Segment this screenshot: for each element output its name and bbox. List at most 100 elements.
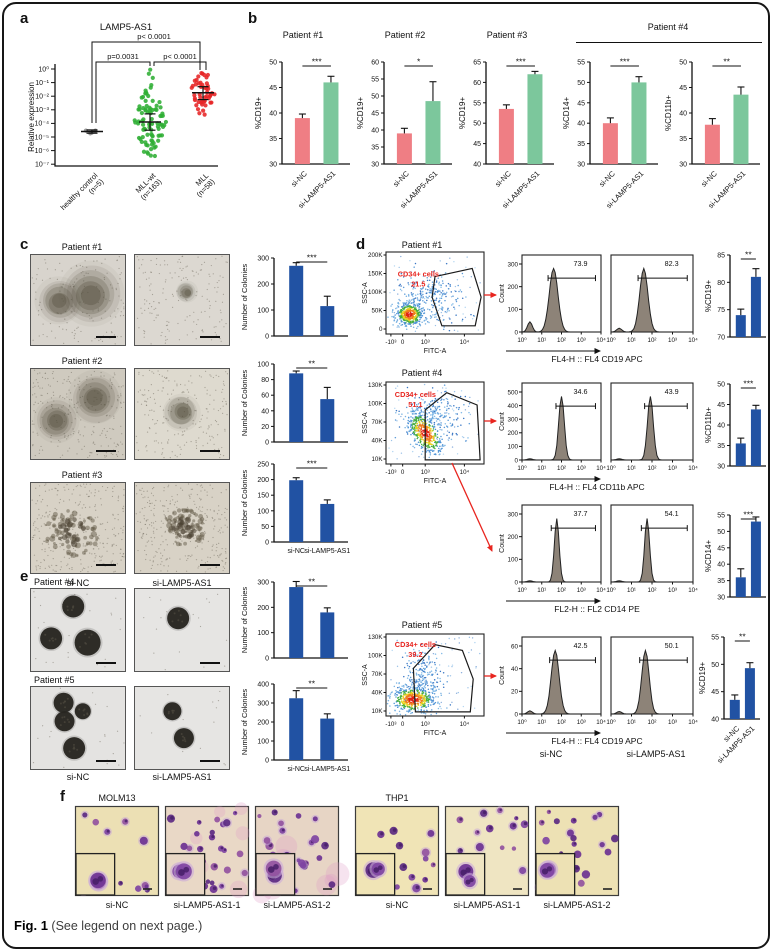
svg-text:30: 30 (371, 162, 379, 169)
svg-text:**: ** (308, 359, 315, 369)
svg-text:10³: 10³ (421, 721, 430, 728)
svg-text:10²: 10² (648, 465, 657, 472)
svg-text:200: 200 (507, 430, 518, 437)
svg-text:35: 35 (717, 443, 725, 450)
svg-text:10³: 10³ (421, 339, 430, 346)
svg-text:100: 100 (257, 630, 269, 637)
svg-text:%CD11b+: %CD11b+ (664, 95, 673, 131)
svg-text:si-NC: si-NC (287, 766, 305, 773)
svg-text:FITC-A: FITC-A (424, 730, 447, 737)
svg-text:-10³: -10³ (385, 721, 396, 728)
smear-image-thp1-sinc (354, 805, 440, 897)
f-caption-t2: si-LAMP5-AS1-1 (453, 900, 521, 910)
svg-text:37.7: 37.7 (573, 509, 587, 518)
d-patient5-title: Patient #5 (401, 620, 443, 630)
svg-text:10²: 10² (557, 719, 566, 726)
f-caption-m2: si-LAMP5-AS1-1 (173, 900, 241, 910)
svg-text:0: 0 (265, 656, 269, 663)
svg-text:10²: 10² (648, 719, 657, 726)
svg-text:40: 40 (679, 111, 687, 118)
svg-text:p=0.0031: p=0.0031 (107, 52, 139, 61)
d-row3-axis-label: FL2-H :: FL2 CD14 PE (554, 604, 640, 614)
svg-text:0: 0 (401, 721, 405, 728)
svg-text:45: 45 (577, 100, 585, 107)
svg-text:34.6: 34.6 (573, 387, 587, 396)
colony-image-p1-silamp5 (134, 254, 230, 346)
svg-text:35: 35 (679, 136, 687, 143)
svg-text:43.9: 43.9 (665, 387, 679, 396)
svg-text:p< 0.0001: p< 0.0001 (137, 32, 171, 41)
svg-text:10⁰: 10⁰ (606, 587, 616, 594)
svg-text:MLL(n=58): MLL(n=58) (189, 171, 217, 199)
svg-text:50: 50 (717, 382, 725, 389)
svg-text:10⁴: 10⁴ (460, 721, 470, 728)
svg-text:Count: Count (499, 412, 506, 431)
svg-text:10K: 10K (371, 708, 383, 715)
d-patient4-title: Patient #4 (401, 368, 443, 378)
svg-text:10⁰: 10⁰ (517, 465, 527, 472)
svg-text:10⁰: 10⁰ (38, 65, 49, 73)
svg-text:39.2: 39.2 (408, 650, 422, 659)
p5-flow-scatter: SSC-A 130K 100K 70K 40K 10K-10³ 0 10³ 10⁴ FITC-A C… (362, 633, 485, 737)
svg-text:100: 100 (257, 362, 269, 369)
svg-text:si-NC: si-NC (287, 548, 305, 555)
svg-text:45: 45 (717, 402, 725, 409)
svg-text:10²: 10² (648, 337, 657, 344)
svg-text:%CD19+: %CD19+ (356, 97, 365, 130)
svg-text:40: 40 (261, 408, 269, 415)
svg-text:0: 0 (265, 540, 269, 547)
svg-text:10⁻⁷: 10⁻⁷ (35, 162, 49, 169)
svg-text:35: 35 (371, 145, 379, 152)
svg-text:40K: 40K (371, 438, 383, 445)
svg-text:50K: 50K (371, 308, 383, 315)
svg-text:70K: 70K (371, 671, 383, 678)
e-patient4-title: Patient #4 (34, 577, 75, 587)
svg-text:100: 100 (257, 508, 269, 515)
svg-text:10³: 10³ (668, 587, 677, 594)
svg-text:%CD14+: %CD14+ (562, 97, 571, 130)
colony-image-p3-silamp5 (134, 482, 230, 574)
svg-text:30: 30 (679, 162, 687, 169)
svg-text:**: ** (739, 632, 746, 642)
p1-cd19-histogram-silamp5: 10⁰ 10¹ 10² 10³ 10⁴ 82.3 (606, 254, 698, 344)
svg-text:55: 55 (577, 60, 585, 67)
svg-text:200: 200 (507, 534, 518, 541)
svg-text:100: 100 (507, 307, 518, 314)
svg-text:10⁴: 10⁴ (688, 465, 698, 472)
svg-text:500: 500 (507, 389, 518, 396)
svg-text:10³: 10³ (577, 587, 586, 594)
smear-image-molm13-si1 (164, 802, 250, 899)
svg-text:40: 40 (717, 423, 725, 430)
smear-image-thp1-si1 (444, 805, 530, 897)
lamp5-as1-expression-scatter-chart: LAMP5-AS1 10⁰ 10⁻¹ 10⁻² 10⁻³ 10⁻⁴ 10⁻⁵ 10⁻⁶ 10⁻⁷… (27, 22, 218, 212)
svg-text:-10³: -10³ (385, 469, 396, 476)
svg-text:-10³: -10³ (385, 339, 396, 346)
svg-text:300: 300 (257, 701, 269, 708)
panel-d-label: d (356, 236, 366, 253)
svg-text:60: 60 (473, 80, 481, 87)
svg-text:***: *** (620, 57, 631, 67)
svg-text:10⁰: 10⁰ (517, 719, 527, 726)
svg-text:60: 60 (261, 393, 269, 400)
svg-text:45: 45 (371, 111, 379, 118)
panel-c-label: c (20, 236, 29, 253)
svg-text:%CD19+: %CD19+ (704, 280, 713, 313)
p4-cd14-bar-chart-flow: 30 35 40 45 50 55 %CD14+ *** (704, 510, 766, 602)
colony-image-p5-silamp5 (134, 686, 230, 770)
svg-text:si-NC: si-NC (597, 169, 617, 189)
f-caption-t1: si-NC (385, 900, 409, 910)
svg-text:45: 45 (711, 689, 719, 696)
svg-text:400: 400 (257, 682, 269, 689)
patient2-title: Patient #2 (384, 30, 426, 40)
svg-text:100: 100 (507, 557, 518, 564)
svg-text:SSC-A: SSC-A (362, 664, 369, 686)
p5-cd19-histogram-sinc: 0 20 40 60 Count 10⁰ 10¹ 10² 10³ 10⁴ 42.5 (499, 636, 606, 726)
svg-text:300: 300 (507, 261, 518, 268)
svg-text:***: *** (516, 57, 527, 67)
svg-text:10⁰: 10⁰ (606, 719, 616, 726)
svg-text:si-NC: si-NC (289, 169, 309, 189)
svg-text:50: 50 (679, 60, 687, 67)
patient3-title: Patient #3 (486, 30, 528, 40)
svg-text:0: 0 (265, 440, 269, 447)
